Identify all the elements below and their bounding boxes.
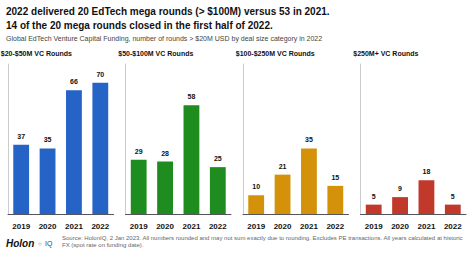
svg-text:○: ○ [38, 241, 42, 247]
svg-text:15: 15 [331, 174, 339, 181]
svg-text:2022: 2022 [91, 222, 109, 231]
svg-text:35: 35 [305, 136, 313, 143]
svg-text:10: 10 [252, 183, 260, 190]
svg-text:28: 28 [161, 150, 169, 157]
svg-text:2019: 2019 [247, 222, 265, 231]
svg-text:IQ: IQ [45, 240, 53, 248]
svg-text:14 of the 20 mega rounds close: 14 of the 20 mega rounds closed in the f… [6, 20, 273, 31]
svg-text:Source: HolonIQ, 2 Jan 2023. A: Source: HolonIQ, 2 Jan 2023. All numbers… [62, 235, 463, 241]
svg-text:25: 25 [214, 155, 222, 162]
svg-text:2022: 2022 [326, 222, 344, 231]
svg-text:37: 37 [17, 133, 25, 140]
svg-text:2021: 2021 [183, 222, 201, 231]
svg-text:18: 18 [423, 168, 431, 175]
svg-text:2021: 2021 [418, 222, 436, 231]
svg-text:5: 5 [451, 193, 455, 200]
svg-text:$50-$100M VC Rounds: $50-$100M VC Rounds [118, 50, 193, 58]
svg-text:2019: 2019 [365, 222, 383, 231]
svg-text:Holon: Holon [6, 238, 34, 249]
svg-text:2020: 2020 [156, 222, 174, 231]
svg-text:$20-$50M VC Rounds: $20-$50M VC Rounds [1, 50, 72, 58]
svg-text:2020: 2020 [274, 222, 292, 231]
svg-text:2021: 2021 [65, 222, 83, 231]
svg-text:Global EdTech Venture Capital: Global EdTech Venture Capital Funding, n… [6, 35, 322, 43]
svg-text:21: 21 [279, 163, 287, 170]
svg-text:FX (spot rate on funding date): FX (spot rate on funding date). [62, 242, 144, 248]
svg-text:66: 66 [70, 78, 78, 85]
svg-text:2022: 2022 [209, 222, 227, 231]
svg-text:2022: 2022 [444, 222, 462, 231]
svg-text:70: 70 [96, 71, 104, 78]
svg-text:58: 58 [188, 93, 196, 100]
svg-text:2019: 2019 [130, 222, 148, 231]
svg-text:9: 9 [398, 185, 402, 192]
svg-text:2021: 2021 [300, 222, 318, 231]
svg-text:35: 35 [44, 136, 52, 143]
svg-text:5: 5 [372, 193, 376, 200]
svg-text:$100-$250M VC Rounds: $100-$250M VC Rounds [236, 50, 315, 58]
svg-text:29: 29 [135, 148, 143, 155]
svg-text:$250M+ VC Rounds: $250M+ VC Rounds [353, 50, 418, 58]
svg-text:2022 delivered 20 EdTech mega: 2022 delivered 20 EdTech mega rounds (> … [6, 6, 330, 17]
svg-text:2019: 2019 [12, 222, 30, 231]
svg-text:2020: 2020 [391, 222, 409, 231]
svg-text:2020: 2020 [39, 222, 57, 231]
